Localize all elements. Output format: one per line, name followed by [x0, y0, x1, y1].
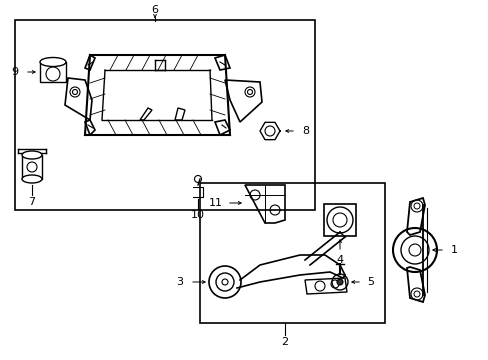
Text: 5: 5 — [366, 277, 373, 287]
Circle shape — [222, 279, 227, 285]
Text: 10: 10 — [191, 210, 204, 220]
Bar — [40, 62, 66, 82]
Text: 8: 8 — [302, 126, 308, 136]
Text: 1: 1 — [450, 245, 457, 255]
Text: 4: 4 — [336, 255, 343, 265]
Text: 2: 2 — [281, 337, 288, 347]
Bar — [200, 183, 384, 323]
Ellipse shape — [22, 151, 42, 159]
Bar — [15, 20, 314, 210]
Text: 6: 6 — [151, 5, 158, 15]
Text: 7: 7 — [28, 197, 36, 207]
Text: 9: 9 — [11, 67, 18, 77]
Ellipse shape — [40, 58, 66, 67]
Text: 11: 11 — [208, 198, 223, 208]
Bar — [324, 204, 355, 236]
Bar — [22, 155, 42, 179]
Ellipse shape — [22, 175, 42, 183]
Circle shape — [336, 279, 342, 285]
Text: 3: 3 — [176, 277, 183, 287]
